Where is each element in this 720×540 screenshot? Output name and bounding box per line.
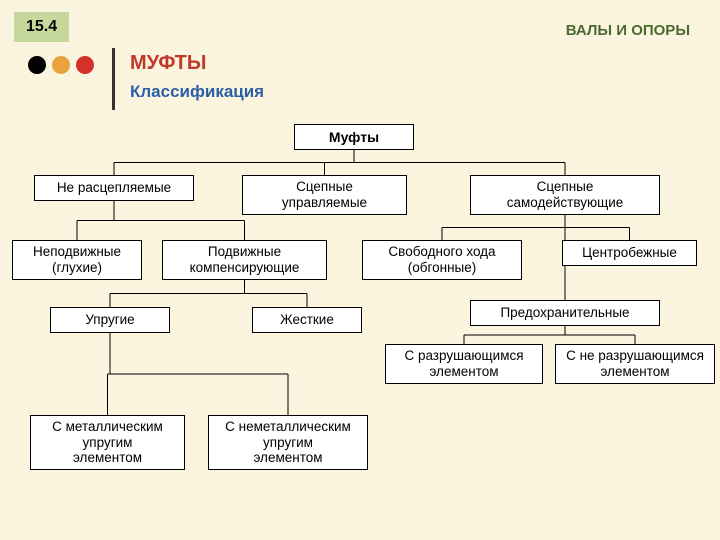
title-divider	[112, 48, 115, 110]
tree-node-n33: Предохранительные	[470, 300, 660, 326]
node-label: Сцепныесамодействующие	[507, 179, 624, 210]
node-label: С не разрушающимсяэлементом	[566, 348, 704, 379]
section-label: ВАЛЫ И ОПОРЫ	[566, 22, 690, 39]
tree-node-root: Муфты	[294, 124, 414, 150]
tree-node-n331: С разрушающимсяэлементом	[385, 344, 543, 384]
tree-node-n12: Подвижныекомпенсирующие	[162, 240, 327, 280]
node-label: Неподвижные(глухие)	[33, 244, 121, 275]
decorative-dots	[28, 56, 94, 74]
node-label: С разрушающимсяэлементом	[404, 348, 523, 379]
dot-icon	[52, 56, 70, 74]
dot-icon	[28, 56, 46, 74]
tree-node-n31: Свободного хода(обгонные)	[362, 240, 522, 280]
dot-icon	[76, 56, 94, 74]
tree-node-n332: С не разрушающимсяэлементом	[555, 344, 715, 384]
node-label: Жесткие	[280, 312, 334, 328]
page-subtitle: Классификация	[130, 82, 264, 102]
tree-node-n121: Упругие	[50, 307, 170, 333]
node-label: Сцепныеуправляемые	[282, 179, 367, 210]
tree-node-n1: Не расцепляемые	[34, 175, 194, 201]
node-label: Предохранительные	[500, 305, 629, 321]
node-label: Подвижныекомпенсирующие	[190, 244, 300, 275]
tree-node-n1211: С металлическимупругимэлементом	[30, 415, 185, 470]
node-label: Центробежные	[582, 245, 677, 261]
node-label: Муфты	[329, 129, 379, 145]
tree-node-n11: Неподвижные(глухие)	[12, 240, 142, 280]
node-label: С металлическимупругимэлементом	[52, 419, 163, 466]
slide-number: 15.4	[26, 18, 57, 35]
tree-node-n122: Жесткие	[252, 307, 362, 333]
node-label: Свободного хода(обгонные)	[388, 244, 495, 275]
page-title: МУФТЫ	[130, 52, 206, 75]
slide-number-badge: 15.4	[14, 12, 69, 42]
tree-node-n3: Сцепныесамодействующие	[470, 175, 660, 215]
node-label: Упругие	[85, 312, 134, 328]
tree-node-n2: Сцепныеуправляемые	[242, 175, 407, 215]
tree-node-n32: Центробежные	[562, 240, 697, 266]
node-label: Не расцепляемые	[57, 180, 171, 196]
node-label: С неметаллическимупругимэлементом	[225, 419, 351, 466]
tree-node-n1212: С неметаллическимупругимэлементом	[208, 415, 368, 470]
